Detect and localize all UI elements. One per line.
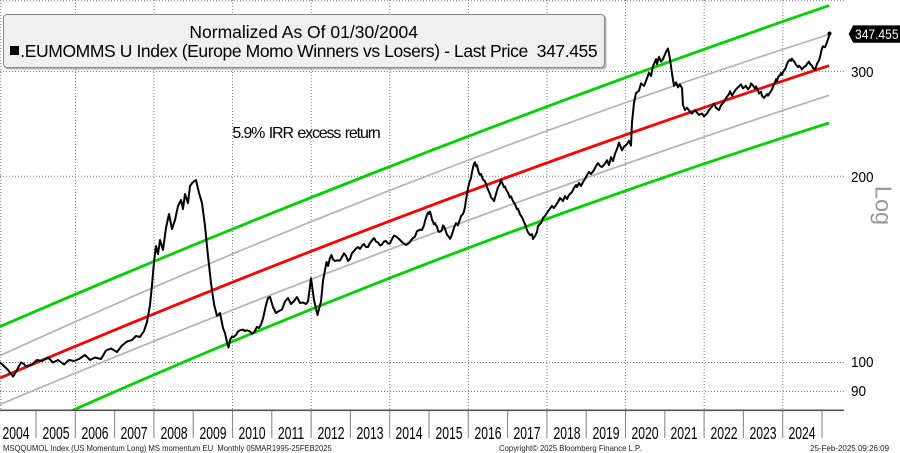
svg-text:Log: Log	[871, 186, 897, 225]
